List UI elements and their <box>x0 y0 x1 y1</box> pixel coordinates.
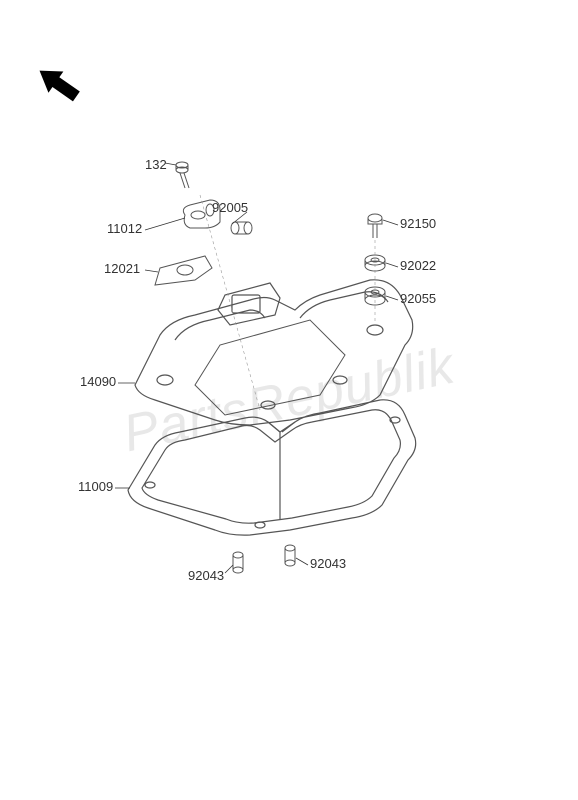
part-label-132: 132 <box>145 157 167 172</box>
part-label-92043-right: 92043 <box>310 556 346 571</box>
part-label-92150: 92150 <box>400 216 436 231</box>
part-label-11012: 11012 <box>107 221 142 236</box>
parts-diagram: 132 92005 11012 92150 12021 92022 92055 … <box>0 0 578 800</box>
part-label-92022: 92022 <box>400 258 436 273</box>
part-label-14090: 14090 <box>80 374 116 389</box>
part-label-11009: 11009 <box>78 479 113 494</box>
part-label-92043-left: 92043 <box>188 568 224 583</box>
part-label-92005: 92005 <box>212 200 248 215</box>
part-label-12021: 12021 <box>104 261 140 276</box>
part-label-92055: 92055 <box>400 291 436 306</box>
